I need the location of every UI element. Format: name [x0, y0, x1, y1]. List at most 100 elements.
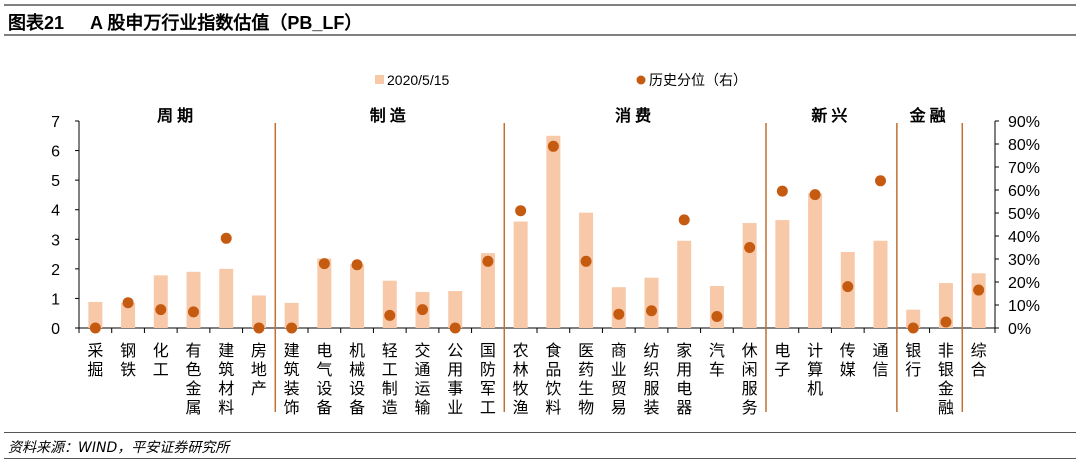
left-tick-label: 2	[51, 262, 60, 279]
right-tick-label: 20%	[1008, 275, 1040, 292]
right-tick-label: 30%	[1008, 252, 1040, 269]
bar	[775, 220, 790, 328]
bar	[317, 258, 332, 328]
percentile-dot	[744, 242, 756, 253]
bar	[873, 240, 888, 328]
category-label: 公用事业	[447, 343, 463, 417]
percentile-dot	[89, 322, 101, 334]
category-label: 银行	[905, 342, 921, 379]
percentile-dot	[809, 189, 821, 201]
category-label: 房地产	[251, 342, 267, 398]
category-label: 家用电器	[676, 342, 692, 417]
percentile-dot	[449, 322, 461, 334]
bar	[88, 301, 103, 328]
bar	[219, 268, 234, 328]
source-rule	[4, 432, 1076, 433]
bar	[938, 283, 953, 328]
left-tick-label: 3	[51, 232, 60, 249]
percentile-dot	[482, 255, 494, 267]
percentile-dot	[351, 259, 363, 271]
category-label: 纺织服装	[643, 342, 659, 417]
category-label: 机械设备	[349, 342, 365, 417]
percentile-dot	[417, 304, 428, 316]
right-tick-label: 90%	[1008, 114, 1040, 131]
right-tick-label: 70%	[1008, 160, 1040, 177]
source-note: 资料来源：WIND，平安证券研究所	[8, 440, 230, 456]
percentile-dot	[515, 205, 527, 217]
left-tick-label: 6	[51, 144, 60, 161]
category-label: 轻工制造	[382, 342, 398, 417]
percentile-dot	[384, 309, 396, 321]
left-tick-label: 1	[51, 291, 60, 308]
right-tick-label: 40%	[1008, 229, 1040, 246]
category-label: 综合	[971, 342, 987, 379]
percentile-dot	[188, 306, 199, 318]
category-label: 电子	[774, 342, 790, 379]
right-tick-label: 80%	[1008, 137, 1040, 154]
bar	[906, 309, 921, 328]
percentile-dot	[286, 322, 298, 334]
percentile-dot	[155, 304, 167, 316]
bar	[284, 302, 299, 328]
bottom-rule	[4, 458, 1076, 459]
percentile-dot	[842, 281, 854, 293]
bar	[644, 277, 659, 328]
percentile-dot	[253, 322, 265, 334]
right-tick-label: 0%	[1008, 321, 1031, 338]
category-label: 计算机	[807, 342, 823, 398]
right-tick-label: 10%	[1008, 298, 1040, 315]
figure-number: 图表21	[8, 13, 65, 33]
bar	[808, 193, 823, 328]
percentile-dot	[646, 305, 657, 317]
bar	[579, 212, 594, 328]
legend-bar-swatch	[375, 75, 384, 84]
category-label: 医药生物	[578, 343, 594, 417]
bar	[382, 280, 397, 328]
category-label: 国防军工	[480, 343, 496, 417]
percentile-dot	[220, 232, 232, 244]
left-tick-label: 4	[51, 203, 60, 220]
percentile-dot	[875, 175, 886, 187]
left-tick-label: 5	[51, 173, 60, 190]
bar	[513, 221, 528, 328]
right-tick-label: 60%	[1008, 183, 1040, 200]
bar	[448, 291, 463, 328]
category-label: 有色金属	[185, 342, 201, 417]
bar	[251, 295, 266, 328]
category-label: 建筑装饰	[284, 342, 300, 417]
title-rule	[4, 34, 1076, 36]
percentile-dot	[711, 311, 723, 322]
right-tick-label: 50%	[1008, 206, 1040, 223]
bar	[480, 253, 495, 328]
bar	[971, 273, 986, 328]
category-label: 商业贸易	[611, 342, 627, 417]
category-label: 交通运输	[414, 342, 430, 417]
category-label: 通信	[872, 342, 888, 379]
category-label: 电气设备	[316, 342, 332, 417]
percentile-dot	[776, 185, 788, 197]
left-tick-label: 7	[51, 114, 60, 131]
bar	[153, 275, 168, 328]
group-label: 周期	[157, 106, 197, 125]
category-label: 钢铁	[120, 342, 136, 379]
category-label: 传媒	[840, 342, 856, 379]
category-label: 汽车	[709, 342, 725, 379]
top-rule	[4, 4, 1076, 6]
legend-bar-label: 2020/5/15	[387, 72, 449, 88]
bar	[350, 264, 365, 328]
bar	[546, 135, 561, 328]
group-label: 新兴	[811, 106, 851, 125]
group-label: 制造	[370, 106, 410, 125]
bar	[186, 271, 201, 328]
percentile-dot	[547, 140, 559, 152]
bar	[121, 302, 136, 328]
category-label: 采掘	[87, 342, 103, 379]
group-label: 金融	[909, 106, 950, 125]
percentile-dot	[613, 308, 625, 320]
percentile-dot	[940, 316, 952, 328]
category-label: 建筑材料	[218, 342, 234, 417]
legend-dot-label: 历史分位（右）	[649, 72, 747, 88]
figure-title: 图表21 A 股申万行业指数估值（PB_LF）	[8, 9, 388, 35]
category-label: 化工	[153, 342, 169, 379]
